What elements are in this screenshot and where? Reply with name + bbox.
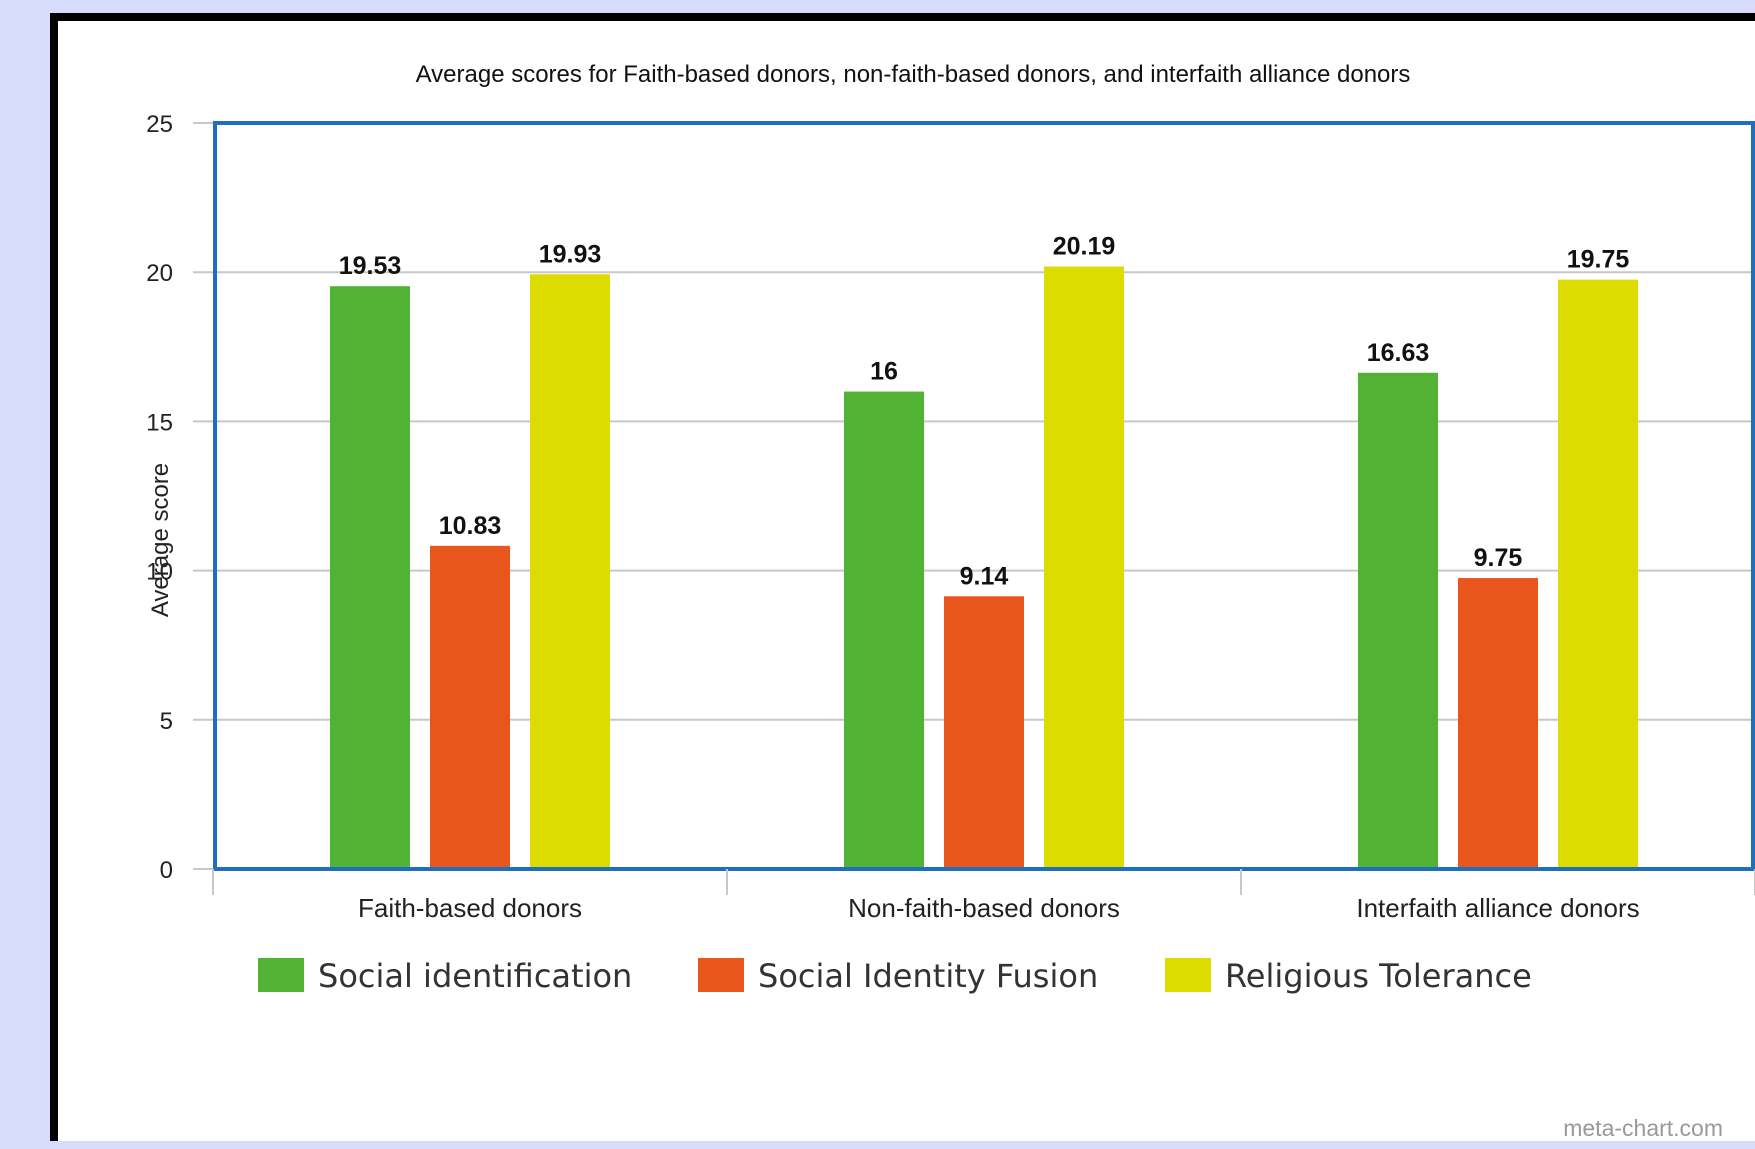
x-category-label: Faith-based donors [358, 893, 582, 923]
value-label: 16.63 [1367, 339, 1430, 367]
bar-0-0 [330, 286, 410, 869]
value-label: 9.14 [960, 562, 1009, 590]
legend-label: Social Identity Fusion [758, 957, 1098, 995]
bar-0-1 [430, 545, 510, 869]
x-category-label: Interfaith alliance donors [1356, 893, 1639, 923]
legend: Social identification Social Identity Fus… [258, 957, 1532, 995]
legend-swatch [1165, 958, 1211, 992]
y-tick-label: 10 [146, 559, 173, 586]
bars [330, 266, 1638, 869]
bar-1-0 [844, 391, 924, 869]
value-label: 9.75 [1474, 544, 1523, 572]
value-label: 19.53 [339, 252, 402, 280]
value-label: 19.93 [539, 240, 602, 268]
legend-swatch [698, 958, 744, 992]
bar-chart: Average scores for Faith-based donors, n… [146, 61, 1755, 1141]
bar-2-0 [1358, 372, 1438, 869]
y-tick-label: 15 [146, 409, 173, 436]
bar-2-2 [1558, 279, 1638, 869]
y-tick-label: 25 [146, 111, 173, 138]
bar-0-2 [530, 274, 610, 869]
value-label: 19.75 [1567, 246, 1630, 274]
chart-title: Average scores for Faith-based donors, n… [416, 61, 1411, 88]
y-tick-label: 20 [146, 260, 173, 287]
bar-2-1 [1458, 578, 1538, 869]
y-axis-label: Average score [147, 463, 174, 617]
legend-label: Social identification [318, 957, 632, 995]
y-tick-label: 0 [160, 857, 173, 884]
plot-border [213, 121, 1755, 871]
x-category-label: Non-faith-based donors [848, 893, 1120, 923]
value-label: 20.19 [1053, 233, 1116, 261]
value-label: 10.83 [439, 512, 502, 540]
y-tick-label: 5 [160, 708, 173, 735]
watermark: meta-chart.com [1563, 1115, 1723, 1141]
value-label: 16 [870, 358, 898, 386]
legend-swatch [258, 958, 304, 992]
x-axis: Faith-based donors Non-faith-based donors… [212, 869, 1755, 923]
bar-1-1 [944, 596, 1024, 869]
legend-label: Religious Tolerance [1225, 957, 1532, 995]
bar-1-2 [1044, 266, 1124, 869]
value-labels: 19.53 10.83 19.93 16 9.14 20.19 16.63 9.75 19.75 [339, 233, 1630, 591]
chart-frame: Average scores for Faith-based donors, n… [50, 13, 1755, 1141]
y-axis-ticks: 0 5 10 15 20 25 [146, 111, 173, 884]
